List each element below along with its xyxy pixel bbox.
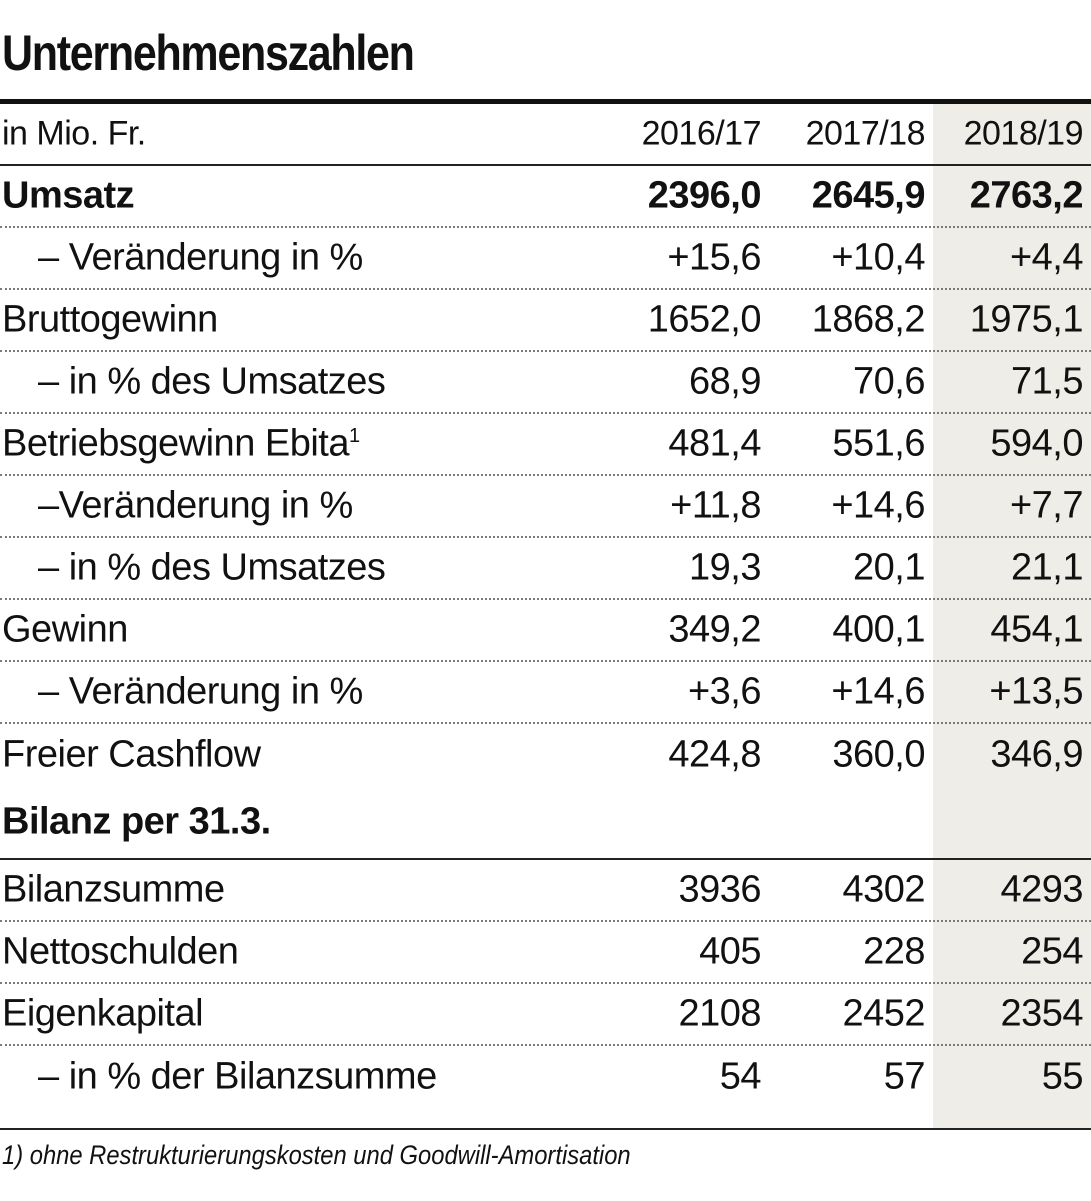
year-header: 2018/19 (963, 114, 1084, 153)
cell-value: +10,4 (831, 236, 925, 279)
cell-value: 55 (1041, 1055, 1084, 1098)
balance-section-heading-row: Bilanz per 31.3. (0, 786, 1091, 860)
table-row: Gewinn 349,2 400,1 454,1 (0, 600, 1091, 662)
cell-value: 4302 (842, 868, 925, 911)
footnote-marker: 1 (349, 424, 360, 447)
cell-value: 2396,0 (647, 174, 762, 217)
cell-value: 54 (719, 1055, 762, 1098)
cell-value: 70,6 (853, 360, 925, 403)
row-label: – in % des Umsatzes (38, 546, 386, 589)
cell-value: 1652,0 (647, 298, 762, 341)
cell-value: +14,6 (831, 484, 925, 527)
cell-value: 21,1 (1011, 546, 1083, 589)
cell-value: 71,5 (1011, 360, 1083, 403)
cell-value: 4293 (1000, 868, 1083, 911)
table-row: Bruttogewinn 1652,0 1868,2 1975,1 (0, 290, 1091, 352)
unit-label: in Mio. Fr. (2, 114, 146, 153)
table-row: – in % des Umsatzes 19,3 20,1 21,1 (0, 538, 1091, 600)
cell-value: 594,0 (990, 422, 1083, 465)
row-label: – in % der Bilanzsumme (38, 1055, 437, 1098)
table-row: – in % der Bilanzsumme 54 57 55 (0, 1046, 1091, 1108)
cell-value: 1975,1 (969, 298, 1084, 341)
row-label: –Veränderung in % (38, 484, 353, 527)
cell-value: +7,7 (1009, 484, 1084, 527)
section-heading: Bilanz per 31.3. (2, 800, 271, 843)
cell-value: 481,4 (668, 422, 761, 465)
cell-value: 1868,2 (811, 298, 926, 341)
row-label: Gewinn (2, 608, 128, 651)
row-label: Bruttogewinn (2, 298, 218, 341)
row-label: Umsatz (2, 174, 135, 217)
year-header: 2017/18 (805, 114, 926, 153)
financial-table: in Mio. Fr. 2016/17 2017/18 2018/19 Umsa… (0, 104, 1091, 1108)
row-label: – Veränderung in % (38, 670, 363, 713)
row-label: Eigenkapital (2, 992, 204, 1035)
table-row: –Veränderung in % +11,8 +14,6 +7,7 (0, 476, 1091, 538)
year-header: 2016/17 (641, 114, 762, 153)
cell-value: 360,0 (832, 733, 925, 776)
cell-value: 551,6 (832, 422, 925, 465)
cell-value: 2763,2 (969, 174, 1084, 217)
cell-value: +14,6 (831, 670, 925, 713)
table-row: Umsatz 2396,0 2645,9 2763,2 (0, 166, 1091, 228)
table-row: Eigenkapital 2108 2452 2354 (0, 984, 1091, 1046)
cell-value: 424,8 (668, 733, 761, 776)
cell-value: +11,8 (670, 484, 761, 527)
table-row: Nettoschulden 405 228 254 (0, 922, 1091, 984)
cell-value: 2108 (678, 992, 761, 1035)
cell-value: 3936 (678, 868, 761, 911)
table-row: Betriebsgewinn Ebita1 481,4 551,6 594,0 (0, 414, 1091, 476)
row-label: Freier Cashflow (2, 733, 261, 776)
title-rule (0, 99, 1091, 104)
highlight-column-2018-19 (933, 104, 1091, 1128)
row-label: – Veränderung in % (38, 236, 363, 279)
table-title: Unternehmenszahlen (2, 25, 415, 81)
row-label: Nettoschulden (2, 930, 239, 973)
table-row: – Veränderung in % +15,6 +10,4 +4,4 (0, 228, 1091, 290)
cell-value: 57 (883, 1055, 926, 1098)
table-row: Bilanzsumme 3936 4302 4293 (0, 860, 1091, 922)
cell-value: 405 (699, 930, 761, 973)
cell-value: +4,4 (1009, 236, 1084, 279)
cell-value: 254 (1021, 930, 1083, 973)
cell-value: 228 (863, 930, 925, 973)
cell-value: 19,3 (689, 546, 761, 589)
cell-value: 346,9 (990, 733, 1083, 776)
cell-value: +13,5 (989, 670, 1083, 713)
cell-value: 2452 (842, 992, 925, 1035)
cell-value: 20,1 (853, 546, 925, 589)
cell-value: 454,1 (990, 608, 1083, 651)
cell-value: 2645,9 (811, 174, 926, 217)
row-label: Betriebsgewinn Ebita1 (2, 423, 360, 466)
table-header-row: in Mio. Fr. 2016/17 2017/18 2018/19 (0, 104, 1091, 166)
table-row: – in % des Umsatzes 68,9 70,6 71,5 (0, 352, 1091, 414)
cell-value: 349,2 (668, 608, 761, 651)
cell-value: 68,9 (689, 360, 761, 403)
footnote: 1) ohne Restrukturierungskosten und Good… (2, 1140, 631, 1170)
cell-value: 400,1 (832, 608, 925, 651)
cell-value: 2354 (1000, 992, 1083, 1035)
cell-value: +3,6 (687, 670, 762, 713)
row-label: – in % des Umsatzes (38, 360, 386, 403)
table-row: – Veränderung in % +3,6 +14,6 +13,5 (0, 662, 1091, 724)
cell-value: +15,6 (667, 236, 761, 279)
table-row: Freier Cashflow 424,8 360,0 346,9 (0, 724, 1091, 786)
row-label-text: Betriebsgewinn Ebita (2, 422, 350, 465)
row-label: Bilanzsumme (2, 868, 225, 911)
table-bottom-rule (0, 1128, 1091, 1130)
